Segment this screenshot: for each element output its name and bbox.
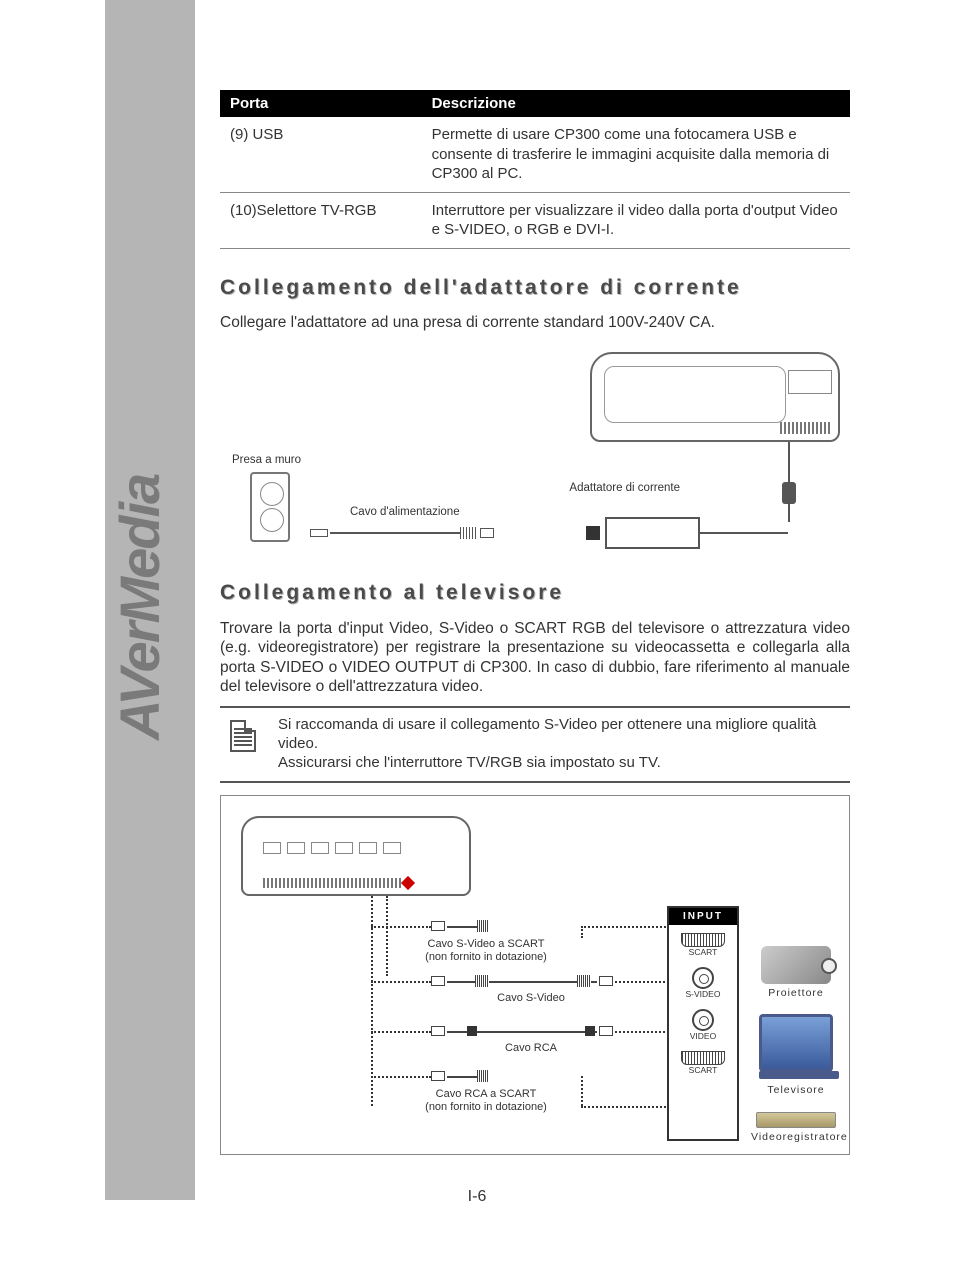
section2-body: Trovare la porta d'input Video, S-Video … <box>220 619 850 697</box>
cell-desc: Permette di usare CP300 come una fotocam… <box>422 117 850 192</box>
projector-block: Proiettore <box>751 946 841 999</box>
note-box: Si raccomanda di usare il collegamento S… <box>220 706 850 782</box>
section2-title: Collegamento al televisore <box>220 578 850 608</box>
projector-icon <box>761 946 831 984</box>
label-projector: Proiettore <box>751 987 841 999</box>
label-rca-scart: Cavo RCA a SCART(non fornito in dotazion… <box>401 1088 571 1114</box>
power-cable-illustration <box>310 527 500 539</box>
tv-icon <box>759 1014 833 1072</box>
port-scart: SCART <box>669 947 737 957</box>
section1-body: Collegare l'adattatore ad una presa di c… <box>220 313 850 332</box>
input-panel: INPUT SCART S-VIDEO VIDEO SCART <box>667 906 739 1141</box>
note-icon <box>224 718 264 758</box>
vcr-icon <box>756 1112 836 1128</box>
ports-table: Porta Descrizione (9) USB Permette di us… <box>220 90 850 249</box>
section1-title: Collegamento dell'adattatore di corrente <box>220 273 850 303</box>
label-rca: Cavo RCA <box>491 1042 571 1055</box>
tv-block: Televisore <box>751 1014 841 1096</box>
label-svideo-scart: Cavo S-Video a SCART(non fornito in dota… <box>401 938 571 964</box>
device-illustration2 <box>241 816 471 896</box>
label-svideo: Cavo S-Video <box>481 992 581 1005</box>
tv-diagram: Cavo S-Video a SCART(non fornito in dota… <box>220 795 850 1155</box>
port-video: VIDEO <box>669 1031 737 1041</box>
vcr-block: Videoregistratore <box>751 1112 841 1143</box>
th-porta: Porta <box>220 90 422 117</box>
cell-port: (10)Selettore TV-RGB <box>220 192 422 248</box>
note-text: Si raccomanda di usare il collegamento S… <box>278 716 846 772</box>
input-header: INPUT <box>669 908 737 925</box>
page-content: Porta Descrizione (9) USB Permette di us… <box>220 90 850 1155</box>
cell-desc: Interruttore per visualizzare il video d… <box>422 192 850 248</box>
cell-port: (9) USB <box>220 117 422 192</box>
port-svideo: S-VIDEO <box>669 989 737 999</box>
power-diagram: Presa a muro Cavo d'alimentazione Adatta… <box>220 342 850 562</box>
label-adapter: Adattatore di corrente <box>569 482 680 494</box>
brand-logo: AVerMedia <box>107 475 172 740</box>
port-scart2: SCART <box>669 1065 737 1075</box>
table-row: (10)Selettore TV-RGB Interruttore per vi… <box>220 192 850 248</box>
page-number: I-6 <box>468 1188 487 1206</box>
outlet-illustration <box>250 472 290 542</box>
label-vcr: Videoregistratore <box>751 1131 841 1143</box>
th-desc: Descrizione <box>422 90 850 117</box>
adapter-illustration <box>605 517 700 549</box>
table-row: (9) USB Permette di usare CP300 come una… <box>220 117 850 192</box>
label-powercable: Cavo d'alimentazione <box>350 506 460 518</box>
label-outlet: Presa a muro <box>232 454 301 466</box>
label-tv: Televisore <box>751 1084 841 1096</box>
device-illustration <box>590 352 840 442</box>
